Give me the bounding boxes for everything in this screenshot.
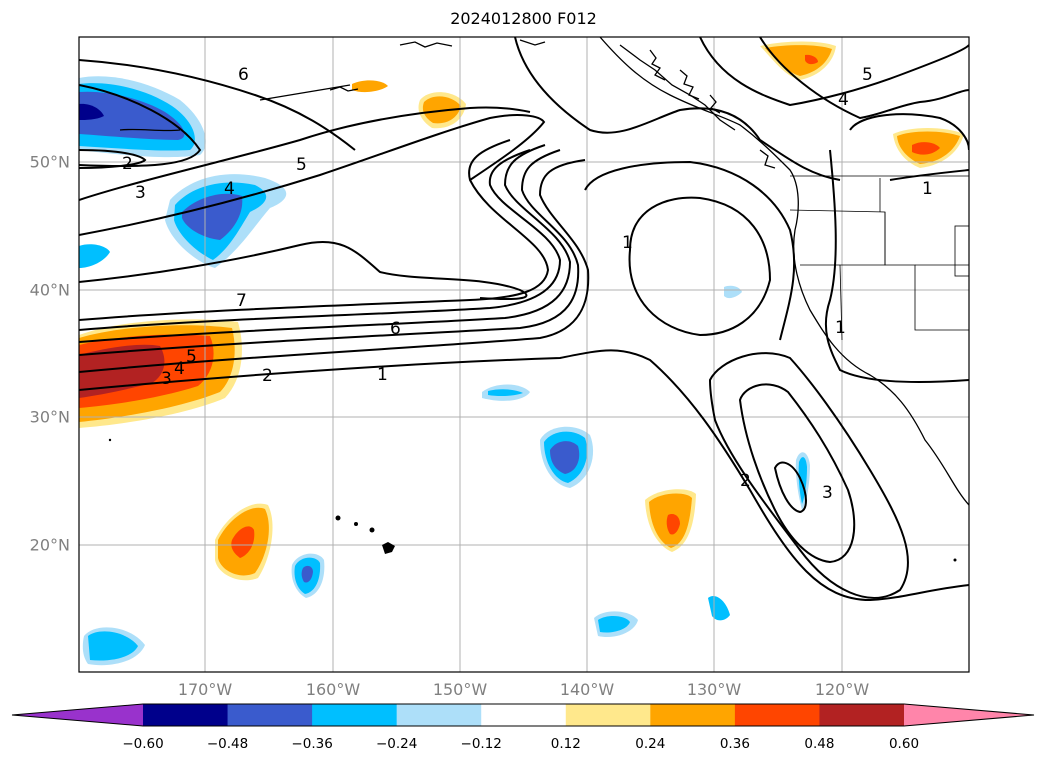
colorbar-extend-max: [904, 704, 1034, 726]
lon-label-170w: 170°W: [177, 680, 233, 699]
lon-label-130w: 130°W: [686, 680, 742, 699]
contour-label-group: 6 5 4 2 3 7 6 5 4 3 2 1 1 1 1 2 3 4 5: [122, 65, 933, 503]
colorbar-segment: [396, 704, 482, 726]
colorbar-tick-label: 0.48: [804, 736, 835, 752]
contour-label: 6: [238, 65, 249, 85]
lat-label-20n: 20°N: [29, 535, 70, 555]
contour-label: 1: [622, 233, 633, 253]
colorbar-tick-label: 0.60: [888, 736, 920, 752]
contour-label: 1: [922, 179, 933, 199]
lat-label-30n: 30°N: [29, 407, 70, 427]
colorbar-tick-label: 0.12: [550, 736, 581, 752]
contour-label: 2: [122, 154, 133, 174]
colorbar-segment: [227, 704, 313, 726]
contour-label: 5: [186, 347, 197, 367]
contour-label: 1: [377, 365, 388, 385]
colorbar-segment: [481, 704, 567, 726]
contour-label: 5: [862, 65, 873, 85]
colorbar-tick-label: 0.24: [635, 736, 666, 752]
colorbar-segment: [650, 704, 736, 726]
contour-label: 3: [135, 183, 146, 203]
lat-label-50n: 50°N: [29, 152, 70, 172]
colorbar-tick-label: −0.24: [375, 736, 418, 752]
colorbar-tick-label: −0.36: [291, 736, 333, 752]
contour-label: 3: [822, 483, 833, 503]
colorbar-tick-label: −0.48: [206, 736, 249, 752]
contour-label: 4: [838, 90, 849, 110]
contour-label: 3: [161, 369, 172, 389]
colorbar-tick-label: −0.12: [460, 736, 502, 752]
lon-label-140w: 140°W: [559, 680, 615, 699]
contour-label: 6: [390, 319, 401, 339]
colorbar-segment: [819, 704, 905, 726]
colorbar-tick-label: 0.36: [719, 736, 750, 752]
lon-label-150w: 150°W: [432, 680, 488, 699]
colorbar-segment: [734, 704, 820, 726]
colorbar-segment: [312, 704, 398, 726]
lon-label-160w: 160°W: [305, 680, 361, 699]
islands: [108, 438, 957, 562]
lat-label-40n: 40°N: [29, 280, 70, 300]
contour-label: 4: [224, 179, 235, 199]
coastlines: [119, 37, 969, 506]
contour-label: 2: [262, 366, 273, 386]
map-title: 2024012800 F012: [450, 9, 597, 28]
shading-layer: [79, 41, 964, 666]
lon-label-120w: 120°W: [814, 680, 870, 699]
colorbar-segment: [565, 704, 651, 726]
colorbar-outline: [11, 703, 1035, 727]
colorbar-segment: [143, 704, 229, 726]
graticule: [79, 37, 969, 672]
contour-label: 7: [236, 291, 247, 311]
contour-lines: [79, 37, 969, 602]
contour-label: 4: [174, 359, 185, 379]
contour-label: 1: [835, 318, 846, 338]
state-borders: [789, 175, 969, 341]
contour-label: 5: [296, 155, 307, 175]
contour-label: 2: [740, 471, 751, 491]
colorbar-tick-label: −0.60: [122, 736, 164, 752]
colorbar: [11, 703, 1035, 727]
colorbar-extend-min: [12, 704, 143, 726]
